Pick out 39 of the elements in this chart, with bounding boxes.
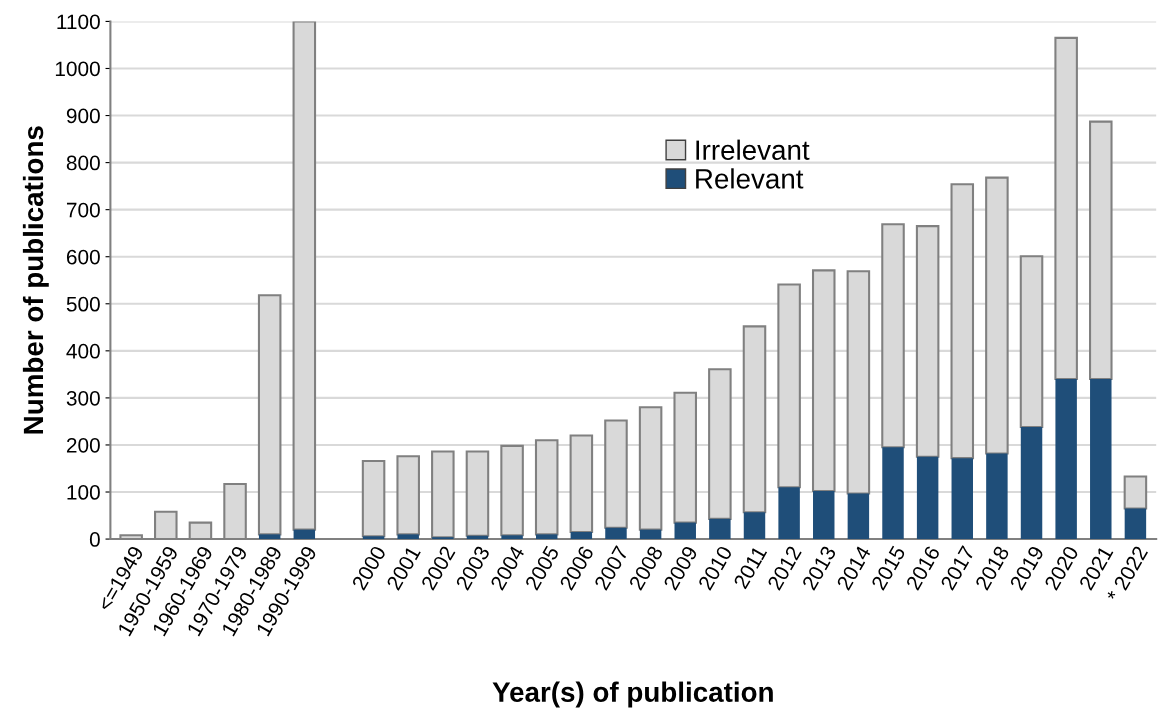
y-tick-label: 500: [66, 296, 100, 312]
bar: [951, 458, 973, 540]
y-tick-label: 1100: [57, 14, 100, 30]
bar: [605, 527, 627, 540]
bar: [1020, 427, 1043, 540]
legend-label: Relevant: [696, 168, 804, 189]
bar: [1124, 508, 1147, 540]
bar: [1090, 379, 1112, 540]
x-axis-title: Year(s) of publication: [492, 681, 773, 708]
bar: [743, 512, 766, 540]
y-tick-label: 100: [67, 485, 100, 500]
bar: [882, 447, 904, 540]
y-tick-label: 800: [66, 155, 100, 171]
bar: [293, 529, 316, 540]
bar: [570, 532, 593, 540]
bar: [362, 536, 385, 540]
bar: [709, 518, 731, 540]
bar: [639, 529, 662, 540]
y-tick-label: 900: [66, 108, 100, 124]
y-tick-label: 700: [66, 202, 100, 218]
bar: [986, 453, 1008, 540]
bar: [535, 534, 558, 540]
bar: [778, 487, 800, 540]
bar: [847, 493, 870, 540]
bar: [916, 456, 939, 540]
y-tick-label: 0: [89, 532, 100, 547]
bar: [258, 534, 281, 540]
bar: [813, 491, 835, 540]
legend-label: Irrelevant: [696, 139, 810, 160]
y-tick-label: 400: [66, 343, 100, 359]
y-tick-label: 1000: [55, 61, 100, 77]
y-tick-label: 200: [66, 437, 100, 453]
bar: [674, 522, 696, 540]
bar: [1055, 379, 1077, 540]
bar: [397, 534, 419, 540]
bar: [501, 535, 523, 540]
y-tick-label: 300: [66, 390, 100, 406]
y-axis-title: Number of publications: [22, 126, 49, 434]
y-tick-label: 600: [66, 249, 100, 265]
